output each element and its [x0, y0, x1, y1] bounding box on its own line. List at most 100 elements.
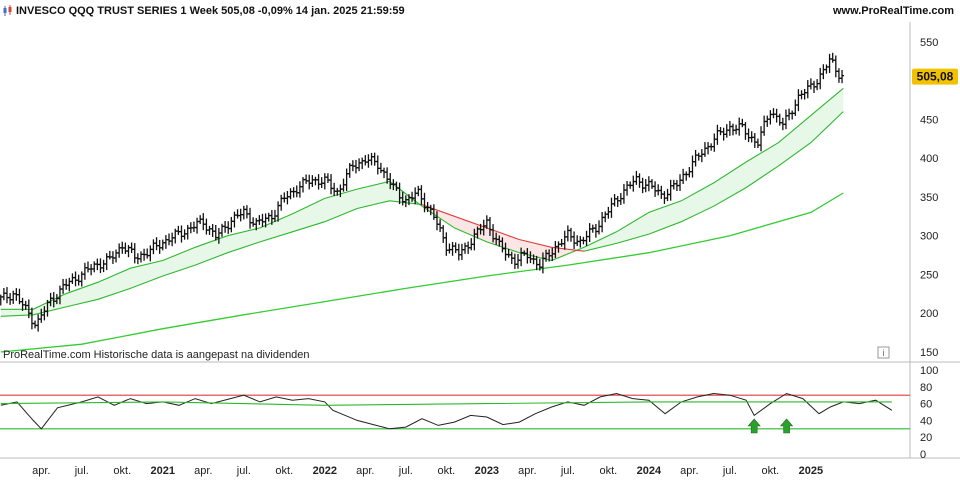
time-tick-label: apr. — [194, 465, 212, 477]
price-bar — [167, 233, 172, 246]
price-bar — [746, 128, 751, 143]
price-bar — [578, 235, 583, 248]
price-bar — [441, 225, 446, 243]
price-bar — [288, 188, 293, 200]
buy-signal-arrow-icon — [779, 418, 794, 434]
price-bar — [11, 290, 16, 304]
price-bar — [8, 293, 13, 305]
price-bar — [0, 294, 3, 306]
price-bar — [235, 209, 240, 219]
oscillator-levels — [0, 394, 910, 430]
price-bar — [681, 168, 686, 185]
price-bar — [170, 232, 175, 247]
candlestick-icon — [3, 5, 12, 16]
price-bar — [369, 152, 374, 166]
site-link[interactable]: www.ProRealTime.com — [832, 5, 954, 17]
price-bar — [241, 205, 246, 220]
price-bar — [712, 133, 717, 152]
price-bar — [603, 211, 608, 223]
price-tick-label: 350 — [920, 192, 938, 204]
price-bar — [204, 218, 209, 235]
price-bar — [699, 149, 704, 163]
price-bar — [304, 174, 309, 184]
info-icon[interactable]: i — [877, 346, 890, 359]
time-tick-label: okt. — [113, 465, 131, 477]
price-bar — [637, 173, 642, 188]
price-bar — [515, 253, 520, 269]
bullish-band-fill — [577, 88, 844, 252]
time-tick-label: okt. — [437, 465, 455, 477]
price-bar — [360, 157, 365, 170]
price-bar — [609, 197, 614, 218]
oscillator-tick-label: 80 — [920, 382, 932, 394]
time-tick-label: apr. — [356, 465, 374, 477]
price-bar — [752, 133, 757, 148]
price-bar — [706, 142, 711, 155]
time-tick-label: okt. — [599, 465, 617, 477]
price-bar — [82, 262, 87, 280]
price-bar — [512, 253, 517, 270]
ma-medium-line-bearish — [421, 204, 585, 252]
price-bar — [615, 196, 620, 207]
price-tick-label: 550 — [920, 37, 938, 49]
price-bar — [382, 167, 387, 179]
time-tick-label: 2023 — [475, 465, 499, 477]
time-axis-ticks: apr. jul. okt. 2021 apr. jul. okt. 2022 apr. jul.… — [32, 465, 823, 477]
price-bar — [195, 217, 200, 234]
price-bar — [322, 173, 327, 190]
oscillator-tick-label: 20 — [920, 432, 932, 444]
price-bar — [76, 274, 81, 286]
price-bar — [456, 243, 461, 261]
info-icon-glyph: i — [883, 348, 885, 358]
price-bar — [572, 231, 577, 249]
price-bar — [294, 185, 299, 198]
price-bar — [251, 217, 256, 227]
price-bar — [600, 211, 605, 233]
oscillator-line — [0, 392, 893, 430]
price-bar — [375, 155, 380, 175]
price-bar — [836, 68, 841, 83]
price-bar — [138, 251, 143, 263]
price-bar — [179, 225, 184, 243]
price-bar — [597, 220, 602, 235]
price-bar — [450, 241, 455, 256]
price-bar — [316, 174, 321, 190]
price-bar — [743, 122, 748, 140]
price-bar — [73, 271, 78, 287]
moving-average-lines — [0, 87, 844, 353]
oscillator-axis-ticks: 0 20 40 60 80 100 — [920, 365, 938, 461]
price-bar — [653, 181, 658, 197]
price-bar — [534, 255, 539, 271]
price-bar — [565, 225, 570, 242]
price-bar — [329, 174, 334, 195]
price-axis-ticks: 150200250300350400450500550 — [920, 37, 938, 359]
price-bar — [416, 185, 421, 197]
price-bar — [840, 69, 845, 84]
price-bar — [768, 110, 773, 125]
price-bar — [248, 207, 253, 229]
ma-long-line — [0, 192, 844, 353]
price-bar — [4, 287, 9, 304]
price-bar — [559, 238, 564, 247]
price-bar — [818, 67, 823, 90]
instrument-title: INVESCO QQQ TRUST SERIES 1 Week 505,08 -… — [16, 5, 405, 17]
chart-header: INVESCO QQQ TRUST SERIES 1 Week 505,08 -… — [0, 0, 960, 22]
price-bar — [762, 115, 767, 136]
price-bar — [796, 89, 801, 112]
time-tick-label: 2025 — [799, 465, 823, 477]
price-bar — [649, 179, 654, 189]
price-bar — [833, 55, 838, 78]
time-tick-label: jul. — [560, 465, 575, 477]
price-bar — [117, 243, 122, 258]
price-tick-label: 450 — [920, 114, 938, 126]
price-bar — [310, 175, 315, 188]
price-bar — [244, 205, 249, 219]
price-bar — [568, 227, 573, 242]
price-bar — [777, 113, 782, 126]
price-bar — [793, 99, 798, 116]
price-bar — [353, 159, 358, 174]
price-bar — [226, 221, 231, 234]
price-bar — [438, 219, 443, 233]
last-price-badge — [912, 68, 958, 85]
